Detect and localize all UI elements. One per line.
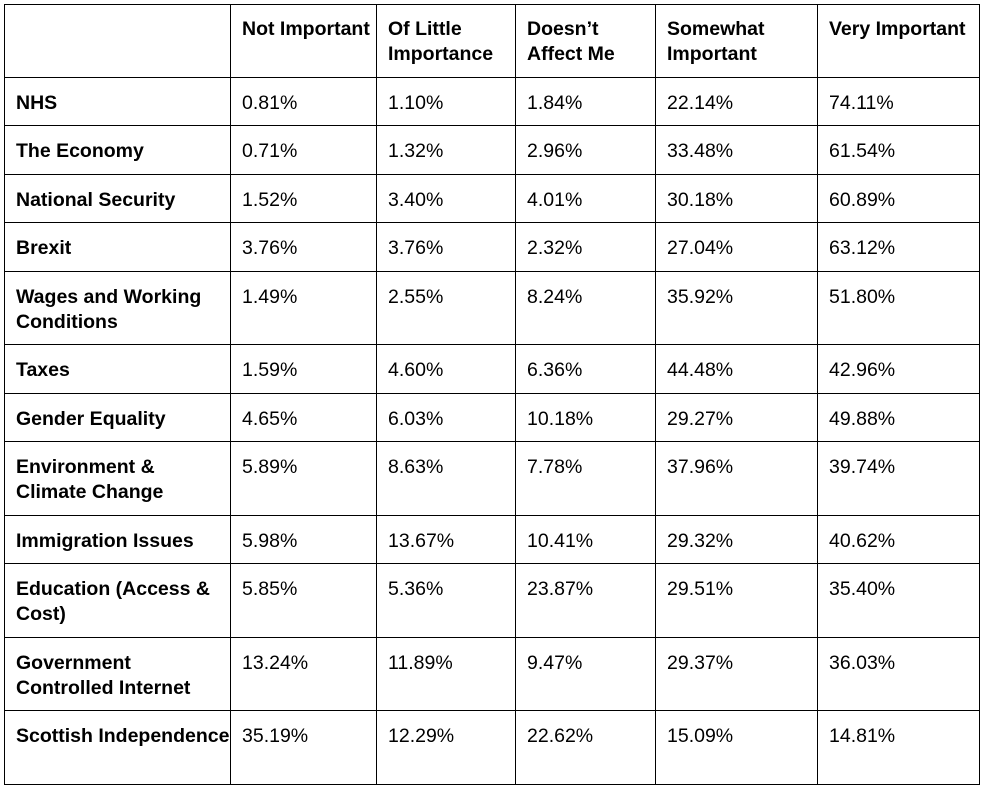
row-label: National Security bbox=[4, 174, 231, 223]
table-cell: 8.63% bbox=[376, 441, 516, 516]
table-cell: 1.49% bbox=[230, 271, 377, 345]
row-label: Government Controlled Internet bbox=[4, 637, 231, 711]
table-cell: 39.74% bbox=[817, 441, 980, 516]
table-cell: 5.85% bbox=[230, 563, 377, 638]
table-cell: 15.09% bbox=[655, 710, 818, 785]
table-cell: 74.11% bbox=[817, 77, 980, 126]
table-cell: 4.60% bbox=[376, 344, 516, 394]
table-cell: 2.55% bbox=[376, 271, 516, 345]
row-label: NHS bbox=[4, 77, 231, 126]
table-cell: 40.62% bbox=[817, 515, 980, 564]
row-label: Taxes bbox=[4, 344, 231, 394]
header-of-little-importance: Of Little Importance bbox=[376, 4, 516, 78]
table-cell: 3.76% bbox=[230, 222, 377, 272]
table-cell: 5.36% bbox=[376, 563, 516, 638]
table-cell: 4.01% bbox=[515, 174, 656, 223]
row-label: Education (Access & Cost) bbox=[4, 563, 231, 638]
table-cell: 0.71% bbox=[230, 125, 377, 175]
table-cell: 1.10% bbox=[376, 77, 516, 126]
table-cell: 29.32% bbox=[655, 515, 818, 564]
table-cell: 10.18% bbox=[515, 393, 656, 442]
table-cell: 36.03% bbox=[817, 637, 980, 711]
table-cell: 60.89% bbox=[817, 174, 980, 223]
table-cell: 29.51% bbox=[655, 563, 818, 638]
table-cell: 35.40% bbox=[817, 563, 980, 638]
table-cell: 13.67% bbox=[376, 515, 516, 564]
table-cell: 0.81% bbox=[230, 77, 377, 126]
table-cell: 3.76% bbox=[376, 222, 516, 272]
table-row: Environment & Climate Change 5.89% 8.63%… bbox=[4, 441, 980, 516]
table-row: Wages and Working Conditions 1.49% 2.55%… bbox=[4, 271, 980, 345]
header-somewhat-important: Somewhat Important bbox=[655, 4, 818, 78]
table-cell: 12.29% bbox=[376, 710, 516, 785]
table-cell: 10.41% bbox=[515, 515, 656, 564]
importance-table: Not Important Of Little Importance Doesn… bbox=[4, 4, 980, 785]
table-cell: 2.96% bbox=[515, 125, 656, 175]
table-cell: 63.12% bbox=[817, 222, 980, 272]
row-label: Immigration Issues bbox=[4, 515, 231, 564]
table-cell: 30.18% bbox=[655, 174, 818, 223]
table-cell: 5.89% bbox=[230, 441, 377, 516]
table-cell: 9.47% bbox=[515, 637, 656, 711]
table-cell: 29.37% bbox=[655, 637, 818, 711]
row-label: Gender Equality bbox=[4, 393, 231, 442]
header-cell-empty bbox=[4, 4, 231, 78]
table-cell: 7.78% bbox=[515, 441, 656, 516]
table-row: Government Controlled Internet 13.24% 11… bbox=[4, 637, 980, 711]
table-cell: 42.96% bbox=[817, 344, 980, 394]
header-not-important: Not Important bbox=[230, 4, 377, 78]
table-cell: 33.48% bbox=[655, 125, 818, 175]
table-row: Education (Access & Cost) 5.85% 5.36% 23… bbox=[4, 563, 980, 638]
row-label: Scottish Independence bbox=[4, 710, 231, 785]
table-cell: 22.14% bbox=[655, 77, 818, 126]
table-row: NHS 0.81% 1.10% 1.84% 22.14% 74.11% bbox=[4, 77, 980, 126]
table-cell: 6.36% bbox=[515, 344, 656, 394]
row-label: Environment & Climate Change bbox=[4, 441, 231, 516]
row-label: The Economy bbox=[4, 125, 231, 175]
header-row: Not Important Of Little Importance Doesn… bbox=[4, 4, 980, 78]
table-cell: 1.59% bbox=[230, 344, 377, 394]
table-cell: 51.80% bbox=[817, 271, 980, 345]
table-row: Scottish Independence 35.19% 12.29% 22.6… bbox=[4, 710, 980, 785]
row-label: Wages and Working Conditions bbox=[4, 271, 231, 345]
table-cell: 49.88% bbox=[817, 393, 980, 442]
table-cell: 4.65% bbox=[230, 393, 377, 442]
table-cell: 14.81% bbox=[817, 710, 980, 785]
table-cell: 44.48% bbox=[655, 344, 818, 394]
table-cell: 3.40% bbox=[376, 174, 516, 223]
table-cell: 22.62% bbox=[515, 710, 656, 785]
row-label: Brexit bbox=[4, 222, 231, 272]
table-row: Immigration Issues 5.98% 13.67% 10.41% 2… bbox=[4, 515, 980, 564]
table-cell: 29.27% bbox=[655, 393, 818, 442]
table-cell: 23.87% bbox=[515, 563, 656, 638]
table-cell: 37.96% bbox=[655, 441, 818, 516]
table-cell: 11.89% bbox=[376, 637, 516, 711]
table-row: National Security 1.52% 3.40% 4.01% 30.1… bbox=[4, 174, 980, 223]
table-cell: 61.54% bbox=[817, 125, 980, 175]
header-very-important: Very Important bbox=[817, 4, 980, 78]
header-doesnt-affect-me: Doesn’t Affect Me bbox=[515, 4, 656, 78]
table-cell: 5.98% bbox=[230, 515, 377, 564]
table-cell: 1.52% bbox=[230, 174, 377, 223]
table-row: Taxes 1.59% 4.60% 6.36% 44.48% 42.96% bbox=[4, 344, 980, 394]
table-row: Gender Equality 4.65% 6.03% 10.18% 29.27… bbox=[4, 393, 980, 442]
table-cell: 35.19% bbox=[230, 710, 377, 785]
table-cell: 6.03% bbox=[376, 393, 516, 442]
table-cell: 35.92% bbox=[655, 271, 818, 345]
table-cell: 2.32% bbox=[515, 222, 656, 272]
table-cell: 1.32% bbox=[376, 125, 516, 175]
table-cell: 27.04% bbox=[655, 222, 818, 272]
table-cell: 8.24% bbox=[515, 271, 656, 345]
table-cell: 1.84% bbox=[515, 77, 656, 126]
table-row: Brexit 3.76% 3.76% 2.32% 27.04% 63.12% bbox=[4, 222, 980, 272]
table-cell: 13.24% bbox=[230, 637, 377, 711]
table-row: The Economy 0.71% 1.32% 2.96% 33.48% 61.… bbox=[4, 125, 980, 175]
